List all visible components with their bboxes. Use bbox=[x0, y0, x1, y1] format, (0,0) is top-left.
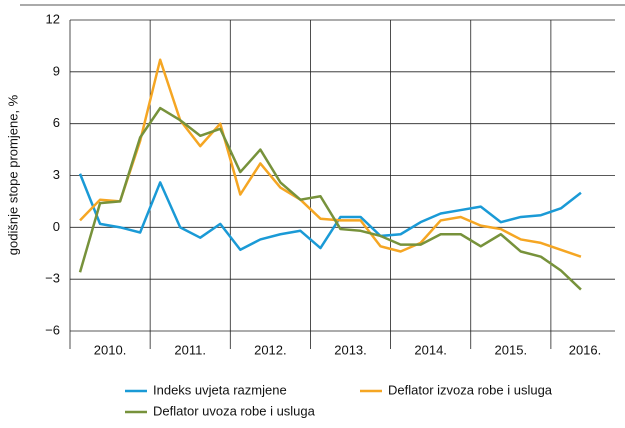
y-tick-label: 6 bbox=[53, 115, 60, 130]
y-tick-label: 0 bbox=[53, 219, 60, 234]
y-tick-label: 3 bbox=[53, 167, 60, 182]
y-axis-label: godišnje stope promjene, % bbox=[5, 94, 20, 255]
x-tick-label: 2013. bbox=[334, 342, 367, 357]
x-tick-label: 2011. bbox=[174, 342, 206, 357]
x-tick-label: 2012. bbox=[254, 342, 287, 357]
x-tick-label: 2010. bbox=[94, 342, 127, 357]
legend-label: Indeks uvjeta razmjene bbox=[153, 382, 287, 397]
legend-label: Deflator uvoza robe i usluga bbox=[153, 403, 316, 418]
x-tick-label: 2014. bbox=[414, 342, 447, 357]
y-tick-label: 9 bbox=[53, 63, 60, 78]
y-tick-label: −3 bbox=[45, 271, 60, 286]
x-tick-label: 2015. bbox=[495, 342, 528, 357]
series-line bbox=[79, 58, 582, 258]
y-tick-label: −6 bbox=[45, 322, 60, 337]
y-tick-label: 12 bbox=[46, 11, 60, 26]
legend-label: Deflator izvoza robe i usluga bbox=[388, 382, 553, 397]
x-tick-label: 2016. bbox=[569, 342, 602, 357]
series-line bbox=[78, 173, 582, 252]
series-line bbox=[78, 106, 582, 291]
